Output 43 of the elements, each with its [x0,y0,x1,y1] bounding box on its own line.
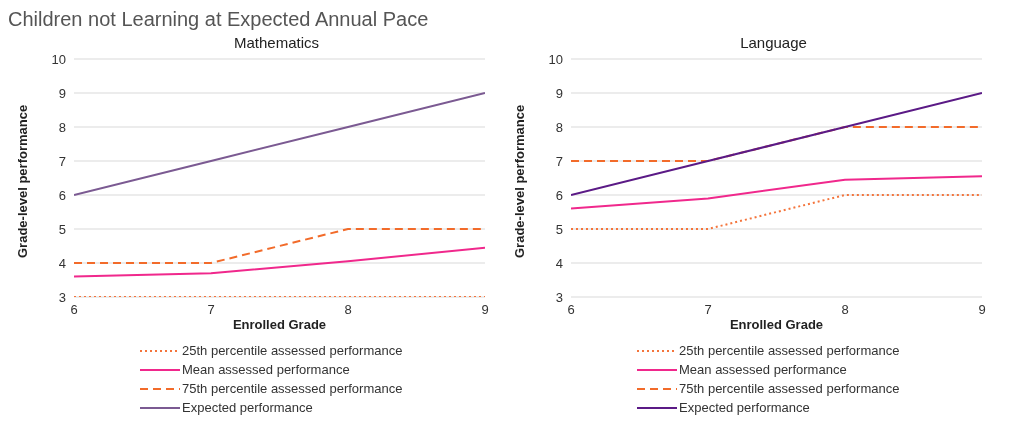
legend-label: Mean assessed performance [679,362,847,377]
y-tick-label: 9 [555,85,563,101]
legend-label: 25th percentile assessed performance [679,343,900,358]
y-tick-label: 5 [58,221,66,237]
y-tick-label: 9 [58,85,66,101]
legend-label: 75th percentile assessed performance [679,381,900,396]
x-axis-title: Enrolled Grade [729,317,824,332]
y-tick-label: 8 [58,119,66,135]
y-tick-label: 7 [555,153,563,169]
x-tick-label: 8 [841,302,849,318]
legend-label: 75th percentile assessed performance [182,381,403,396]
y-tick-label: 6 [58,187,66,203]
y-tick-label: 3 [555,289,563,305]
chart-title: Children not Learning at Expected Annual Pace [8,8,430,32]
x-tick-label: 6 [70,302,78,318]
y-tick-label: 10 [548,51,563,67]
legend-label: Mean assessed performance [182,362,350,377]
line-series [74,92,485,196]
y-tick-label: 6 [555,187,563,203]
y-tick-label: 3 [58,289,66,305]
x-tick-label: 6 [567,302,575,318]
y-tick-label: 7 [58,153,66,169]
x-axis-title: Enrolled Grade [232,317,327,332]
y-tick-label: 4 [555,255,563,271]
x-tick-label: 8 [344,302,352,318]
y-axis-title: Grade-level performance [511,104,527,258]
y-tick-label: 8 [555,119,563,135]
x-tick-label: 7 [207,302,215,318]
x-tick-label: 9 [978,302,986,318]
chart-subtitle: Mathematics [233,34,320,51]
y-tick-label: 10 [51,51,66,67]
x-tick-label: 7 [704,302,712,318]
legend-label: 25th percentile assessed performance [182,343,403,358]
chart-subtitle: Language [739,34,808,51]
legend-label: Expected performance [679,400,810,415]
line-series [74,246,485,278]
x-tick-label: 9 [481,302,489,318]
y-axis-title: Grade-level performance [14,104,30,258]
line-series [571,175,982,210]
y-tick-label: 5 [555,221,563,237]
legend-label: Expected performance [182,400,313,415]
line-series [571,92,982,196]
y-tick-label: 4 [58,255,66,271]
